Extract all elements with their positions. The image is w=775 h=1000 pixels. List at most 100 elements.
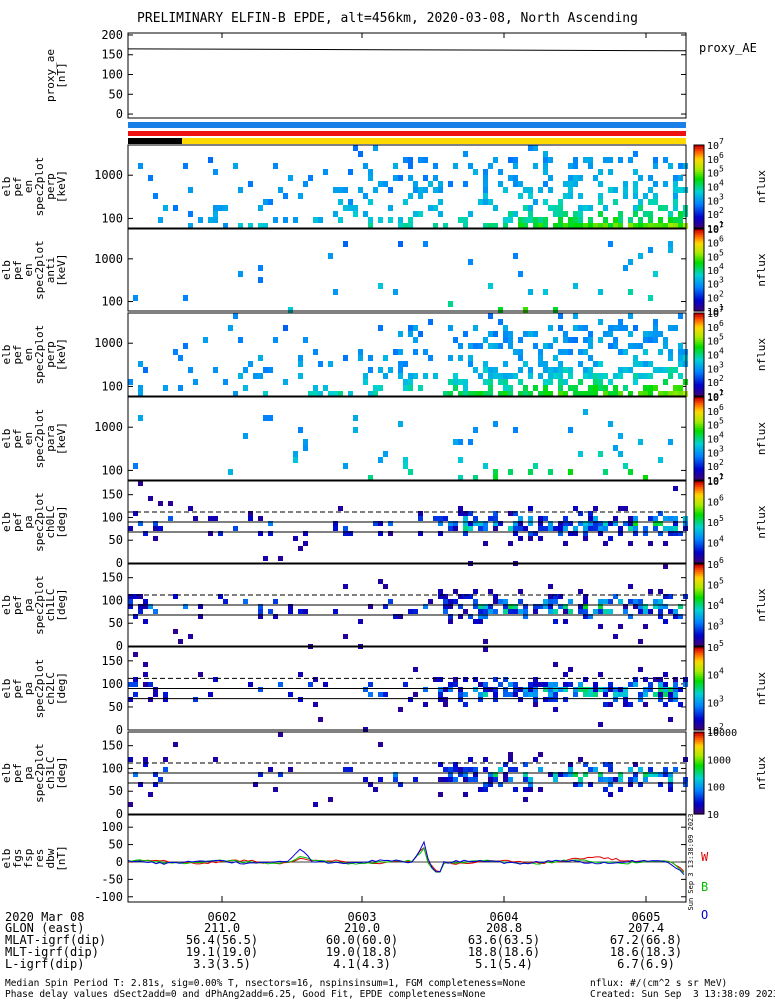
heatmap-cell	[533, 702, 538, 707]
heatmap-cell	[553, 687, 558, 692]
heatmap-cell	[593, 373, 598, 379]
heatmap-cell	[568, 223, 573, 229]
heatmap-cell	[613, 187, 618, 193]
heatmap-cell	[558, 385, 563, 391]
heatmap-cell	[563, 687, 568, 692]
heatmap-cell	[658, 205, 663, 211]
heatmap-cell	[538, 787, 543, 792]
heatmap-cell	[548, 526, 553, 531]
heatmap-cell	[513, 526, 518, 531]
heatmap-cell	[258, 373, 263, 379]
heatmap-cell	[168, 516, 173, 521]
heatmap-cell	[248, 516, 253, 521]
heatmap-cell	[588, 614, 593, 619]
heatmap-cell	[628, 702, 633, 707]
y-axis-label: pa	[22, 766, 35, 779]
y-axis-label: elb	[0, 849, 13, 869]
heatmap-cell	[673, 687, 678, 692]
heatmap-cell	[528, 205, 533, 211]
colorbar-segment	[694, 215, 704, 219]
heatmap-cell	[473, 589, 478, 594]
heatmap-cell	[518, 516, 523, 521]
heatmap-cell	[418, 211, 423, 217]
colorbar-segment	[694, 473, 704, 477]
heatmap-cell	[578, 757, 583, 762]
heatmap-cell	[188, 367, 193, 373]
heatmap-cell	[628, 469, 633, 475]
heatmap-cell	[143, 367, 148, 373]
heatmap-cell	[643, 193, 648, 199]
colorbar-segment	[694, 487, 704, 490]
l-value: 4.1(4.3)	[333, 957, 391, 971]
heatmap-cell	[573, 531, 578, 536]
heatmap-cell	[493, 697, 498, 702]
colorbar-segment	[694, 261, 704, 265]
heatmap-cell	[608, 682, 613, 687]
heatmap-cell	[533, 163, 538, 169]
heatmap-cell	[483, 361, 488, 367]
heatmap-cell	[558, 223, 563, 229]
heatmap-cell	[568, 469, 573, 475]
colorbar-segment	[694, 430, 704, 433]
heatmap-cell	[333, 211, 338, 217]
heatmap-cell	[618, 451, 623, 457]
heatmap-cell	[128, 526, 133, 531]
heatmap-cell	[473, 777, 478, 782]
heatmap-cell	[493, 526, 498, 531]
heatmap-cell	[203, 337, 208, 343]
heatmap-cell	[618, 217, 623, 223]
heatmap-cell	[143, 762, 148, 767]
heatmap-cell	[553, 707, 558, 712]
heatmap-cell	[498, 307, 503, 313]
heatmap-cell	[478, 373, 483, 379]
colorbar-segment	[694, 409, 704, 413]
heatmap-cell	[408, 385, 413, 391]
colorbar-segment	[694, 339, 704, 343]
heatmap-cell	[458, 506, 463, 511]
heatmap-cell	[163, 757, 168, 762]
colorbar-segment	[694, 415, 704, 419]
colorbar-segment	[694, 360, 704, 364]
panel-frame	[127, 646, 687, 731]
heatmap-cell	[473, 677, 478, 682]
colorbar-segment	[694, 542, 704, 546]
heatmap-cell	[263, 415, 268, 421]
colorbar-segment	[694, 768, 704, 772]
heatmap-cell	[648, 295, 653, 301]
heatmap-cell	[338, 199, 343, 205]
heatmap-cell	[313, 702, 318, 707]
colorbar-segment	[694, 607, 704, 610]
heatmap-cell	[568, 531, 573, 536]
heatmap-cell	[538, 355, 543, 361]
heatmap-cell	[153, 692, 158, 697]
heatmap-cell	[608, 391, 613, 397]
heatmap-cell	[358, 349, 363, 355]
heatmap-cell	[188, 634, 193, 639]
heatmap-cell	[448, 379, 453, 385]
heatmap-cell	[258, 772, 263, 777]
heatmap-cell	[603, 787, 608, 792]
heatmap-cell	[568, 609, 573, 614]
heatmap-cell	[128, 802, 133, 807]
heatmap-cell	[658, 697, 663, 702]
colorbar-segment	[694, 789, 704, 793]
heatmap-cell	[268, 521, 273, 526]
heatmap-cell	[548, 584, 553, 589]
heatmap-cell	[643, 692, 648, 697]
heatmap-cell	[613, 634, 618, 639]
heatmap-cell	[263, 391, 268, 397]
heatmap-cell	[658, 772, 663, 777]
colorbar-segment	[694, 671, 704, 675]
heatmap-cell	[478, 609, 483, 614]
heatmap-cell	[298, 373, 303, 379]
heatmap-cell	[473, 367, 478, 373]
colorbar-tick-label: 10000	[707, 728, 737, 739]
heatmap-cell	[508, 682, 513, 687]
colorbar-segment	[694, 304, 704, 308]
heatmap-cell	[463, 594, 468, 599]
colorbar-segment	[694, 665, 704, 669]
panel-pa_ch1: 150100500elbpefpaspec2plotch1LC[deg]1031…	[0, 556, 768, 653]
heatmap-cell	[653, 223, 658, 229]
heatmap-cell	[458, 379, 463, 385]
